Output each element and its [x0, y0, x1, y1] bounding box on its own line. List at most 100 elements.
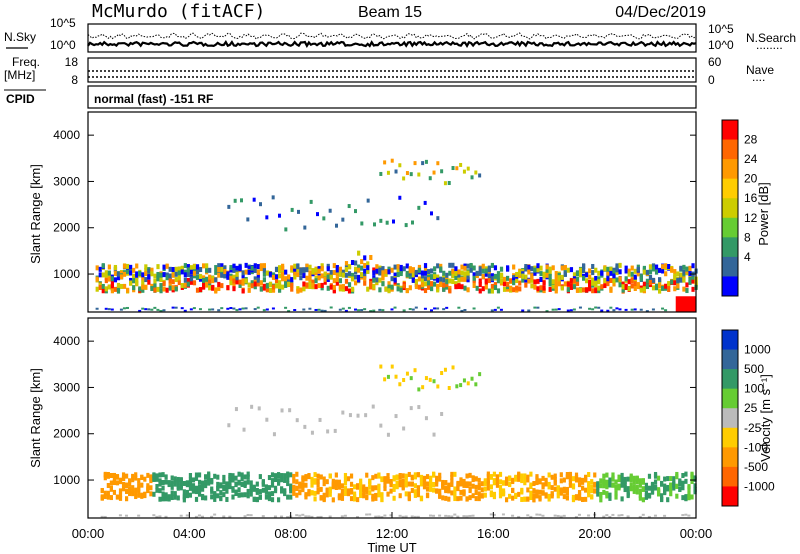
power-cell	[399, 271, 403, 277]
velocity-cell	[498, 471, 503, 477]
velocity-cell	[468, 488, 472, 494]
power-cell	[490, 262, 494, 268]
power-cell	[129, 277, 133, 283]
power-cell	[442, 277, 446, 283]
power-cell	[530, 283, 534, 289]
velocity-cell	[404, 491, 408, 497]
power-cell	[582, 287, 586, 293]
colorbar-frame	[721, 329, 739, 507]
velocity-cell	[343, 480, 348, 486]
velocity-cell	[194, 496, 199, 502]
power-cell	[539, 271, 543, 277]
power-cell	[548, 281, 552, 287]
velocity-cell	[450, 481, 454, 487]
ytick-label: 1000	[53, 473, 80, 487]
velocity-cell	[103, 490, 107, 496]
velocity-cell	[191, 477, 196, 483]
power-cell	[386, 170, 390, 175]
velocity-cbar-label: Velocity [m s⁻¹]	[758, 374, 773, 462]
power-cell	[354, 274, 358, 280]
power-cell	[506, 281, 510, 287]
power-cell	[524, 277, 528, 283]
power-cell	[472, 265, 476, 271]
velocity-cell	[118, 488, 123, 494]
velocity-cell	[188, 473, 193, 479]
power-cell	[426, 269, 431, 275]
velocity-cell	[660, 496, 664, 502]
power-cell	[396, 272, 400, 278]
power-cell	[451, 268, 455, 274]
velocity-cell	[240, 472, 244, 478]
power-cell	[578, 267, 583, 273]
power-cell	[490, 283, 494, 289]
power-cell	[357, 277, 361, 283]
power-cell	[156, 271, 160, 277]
velocity-cell	[286, 494, 290, 500]
power-cell	[455, 166, 459, 171]
power-cell	[296, 272, 300, 278]
velocity-cell	[109, 480, 113, 486]
velocity-cell	[182, 494, 186, 500]
velocity-cell	[194, 472, 199, 478]
ytick-label: 2000	[53, 221, 80, 235]
power-cell	[278, 213, 281, 218]
velocity-cell	[197, 487, 202, 493]
power-cell	[247, 287, 251, 293]
power-cell	[226, 307, 230, 310]
power-cell	[171, 285, 175, 291]
velocity-cell	[438, 493, 442, 499]
power-cell	[198, 273, 203, 279]
power-cell	[156, 286, 160, 292]
power-cell	[463, 308, 467, 311]
power-cbar-label: Power [dB]	[756, 182, 771, 246]
power-cell	[551, 283, 555, 289]
power-cell	[211, 284, 215, 290]
power-cell	[287, 274, 291, 280]
velocity-cell	[152, 473, 156, 479]
colorbar-tick-label: -100	[744, 440, 768, 454]
velocity-cell	[398, 493, 402, 499]
power-cell	[195, 264, 200, 270]
power-cell	[542, 273, 546, 279]
velocity-cell	[343, 486, 348, 492]
velocity-cell	[608, 495, 612, 501]
velocity-cell	[109, 473, 113, 479]
power-cell	[630, 265, 634, 271]
velocity-cell	[359, 482, 363, 488]
velocity-cell	[653, 479, 658, 485]
velocity-cell	[200, 493, 205, 499]
power-cell	[548, 270, 552, 276]
power-cell	[363, 276, 367, 282]
power-cell	[110, 276, 114, 282]
power-cell	[135, 277, 139, 283]
velocity-cell	[349, 489, 354, 495]
power-cell	[360, 259, 364, 265]
power-cell	[162, 264, 166, 270]
velocity-cell	[152, 491, 156, 497]
velocity-cell	[428, 478, 433, 484]
velocity-cell	[441, 483, 445, 489]
power-cell	[506, 275, 510, 281]
power-cell	[518, 272, 522, 278]
power-cell	[633, 285, 637, 291]
velocity-cell	[231, 477, 235, 483]
velocity-cell	[638, 488, 642, 494]
power-cell	[372, 277, 376, 283]
velocity-cell	[249, 491, 253, 497]
power-cell	[314, 267, 318, 273]
velocity-cell	[447, 482, 451, 488]
power-cell	[569, 278, 574, 284]
power-cell	[259, 202, 262, 207]
power-cell	[533, 270, 537, 276]
velocity-cell	[237, 492, 241, 498]
power-cell	[287, 281, 291, 287]
velocity-cell	[194, 485, 199, 491]
power-cell	[654, 285, 659, 291]
power-cell	[320, 309, 324, 312]
velocity-cell	[605, 484, 609, 490]
velocity-cell	[286, 473, 290, 479]
velocity-cell	[210, 494, 214, 500]
power-cell	[575, 271, 580, 277]
freq-left-tick-top: 18	[65, 55, 79, 69]
velocity-cell	[155, 484, 159, 490]
